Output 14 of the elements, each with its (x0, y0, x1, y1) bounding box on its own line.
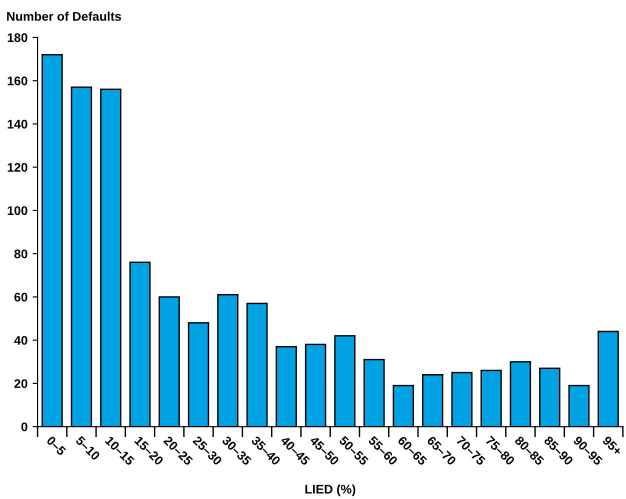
x-tick-label: 0–5 (46, 436, 66, 456)
y-tick-label: 0 (21, 422, 28, 432)
y-tick-label: 80 (14, 249, 28, 258)
x-axis-title: LIED (%) (305, 484, 356, 496)
y-tick-label: 40 (14, 336, 28, 345)
x-tick-label: 95+ (602, 436, 623, 456)
y-tick-label: 160 (8, 76, 28, 86)
y-axis-title: Number of Defaults (7, 12, 122, 21)
y-tick-label: 60 (14, 292, 28, 302)
y-tick-label: 140 (8, 120, 28, 129)
y-tick-label: 180 (8, 33, 28, 42)
y-tick-label: 120 (8, 162, 28, 172)
y-tick-label: 20 (14, 379, 28, 388)
y-tick-label: 100 (8, 206, 28, 216)
